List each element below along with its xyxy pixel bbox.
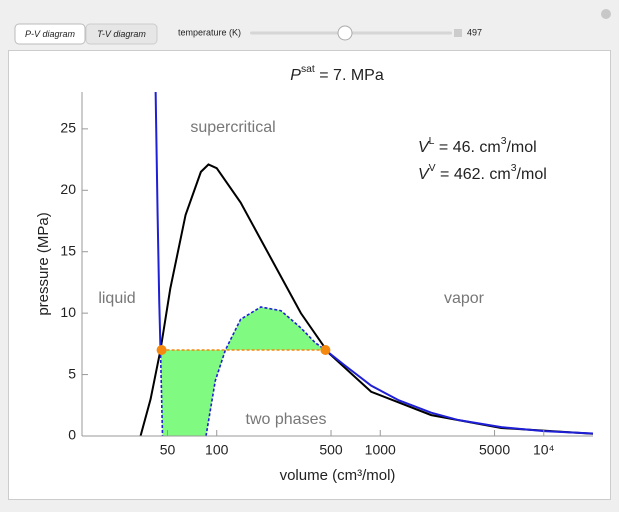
- sup: V: [429, 163, 436, 174]
- slider-label: temperature (K): [178, 27, 241, 37]
- slider-expand[interactable]: [454, 29, 462, 37]
- tab-label: P-V diagram: [25, 29, 76, 39]
- x-tick-label: 500: [319, 442, 343, 458]
- tab-tv[interactable]: [85, 23, 158, 45]
- x-tick-label: 50: [160, 442, 176, 458]
- unit: /mol: [517, 166, 547, 183]
- rich-text: VL = 46. cm3/mol: [418, 136, 537, 156]
- symbol: V: [418, 166, 430, 183]
- region-label: supercritical: [190, 119, 275, 136]
- y-tick-label: 25: [60, 120, 76, 136]
- options-button[interactable]: [601, 9, 611, 19]
- unit: /mol: [506, 139, 536, 156]
- saturation-point: [156, 345, 167, 355]
- y-axis-label: pressure (MPa): [35, 212, 52, 315]
- region-label: two phases: [246, 411, 327, 428]
- region-label: vapor: [444, 290, 485, 307]
- sup: L: [429, 136, 435, 147]
- symbol: P: [290, 67, 301, 84]
- x-tick-label: 10⁴: [533, 442, 555, 458]
- tab-label: T-V diagram: [97, 29, 146, 39]
- x-axis-label: volume (cm³/mol): [280, 467, 396, 484]
- x-tick-label: 100: [205, 442, 229, 458]
- y-tick-label: 5: [68, 365, 76, 381]
- curve: [154, 92, 162, 351]
- y-tick-label: 15: [60, 242, 76, 258]
- curve: [159, 306, 326, 436]
- slider-value: 497: [467, 27, 482, 37]
- unit-sup: 3: [511, 163, 517, 174]
- sup: sat: [301, 64, 315, 75]
- y-tick-label: 20: [60, 181, 76, 197]
- text: = 7. MPa: [315, 67, 384, 84]
- curve: [324, 349, 593, 435]
- rich-text: Psat = 7. MPa: [290, 64, 384, 84]
- text: = 46. cm: [434, 139, 500, 156]
- plot-panel: [8, 50, 611, 500]
- region-label: liquid: [98, 290, 135, 307]
- plot-area: [139, 92, 593, 436]
- x-tick-label: 1000: [365, 442, 396, 458]
- tab-pv[interactable]: [14, 23, 86, 45]
- symbol: V: [418, 139, 430, 156]
- y-tick-label: 10: [60, 304, 76, 320]
- saturation-point: [320, 345, 331, 355]
- x-tick-label: 5000: [479, 442, 510, 458]
- rich-text: VV = 462. cm3/mol: [418, 163, 547, 183]
- slider-thumb[interactable]: [337, 25, 353, 41]
- y-tick-label: 0: [68, 427, 76, 443]
- curve: [139, 163, 593, 436]
- text: = 462. cm: [436, 166, 511, 183]
- unit-sup: 3: [501, 136, 507, 147]
- two-phase-fill: [225, 307, 326, 350]
